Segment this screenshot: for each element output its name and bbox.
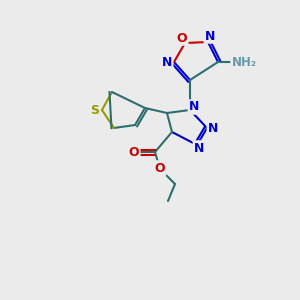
Text: O: O (129, 146, 139, 158)
Text: O: O (155, 161, 165, 175)
Text: O: O (177, 32, 187, 44)
Text: N: N (205, 29, 215, 43)
Text: S: S (91, 103, 100, 116)
Text: NH₂: NH₂ (232, 56, 256, 68)
Text: N: N (208, 122, 218, 134)
Text: N: N (194, 142, 204, 154)
Text: N: N (162, 56, 172, 68)
Text: N: N (189, 100, 199, 113)
